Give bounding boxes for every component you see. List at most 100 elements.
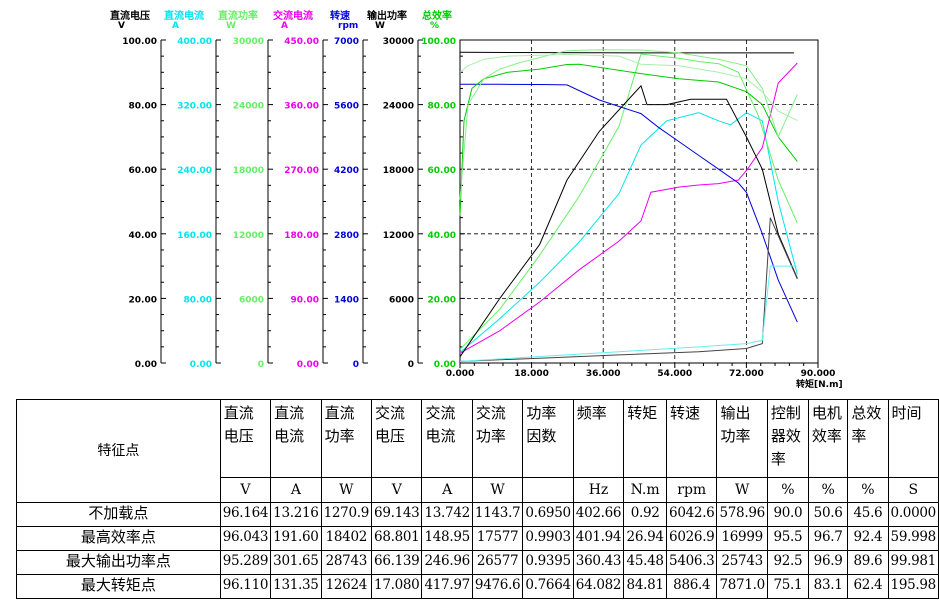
table-cell: 96.110: [219, 574, 272, 599]
table-cell: 45.48: [623, 550, 668, 575]
column-unit: S: [887, 477, 939, 503]
table-cell: 6026.9: [666, 526, 718, 551]
table-cell: 99.981: [887, 550, 939, 575]
x-axis-tick-label: 18.000: [514, 369, 549, 379]
table-row: 最大转矩点 96.110 131.35 12624 17.080 417.97 9476.6…: [16, 574, 939, 599]
column-unit: rpm: [666, 477, 718, 503]
axis-unit: A: [172, 21, 179, 31]
column-unit: [522, 477, 574, 503]
table-cell: 90.0: [766, 502, 809, 527]
axis-tick-label: 1400: [334, 295, 359, 305]
table-cell: 886.4: [666, 574, 718, 599]
table-cell: 95.5: [766, 526, 809, 551]
axis-name: 输出功率: [367, 9, 407, 22]
table-corner-label: 特征点: [16, 399, 221, 503]
axis-tick-label: 6000: [389, 295, 414, 305]
table-cell: 1270.9: [320, 502, 373, 527]
axis-tick-label: 0.00: [297, 360, 319, 370]
table-cell: 360.43: [572, 550, 625, 575]
table-cell: 75.1: [766, 574, 809, 599]
column-unit: N.m: [623, 477, 668, 503]
axis-unit: A: [281, 21, 288, 31]
axis-tick-label: 160.00: [177, 231, 212, 241]
plot-area: 0.000 18.000 36.000 54.000 72.000 90.000转矩[N.…: [446, 39, 843, 390]
axis-name: 直流功率: [218, 9, 258, 22]
table-cell: 401.94: [572, 526, 625, 551]
axis-tick-label: 80.00: [184, 295, 212, 305]
axis-tick-label: 18000: [383, 166, 414, 176]
chart-svg: 直流电压V100.0080.0060.0040.0020.000.00直流电流A…: [110, 9, 843, 390]
column-header: 频率: [572, 399, 625, 478]
table-cell: 5406.3: [666, 550, 718, 575]
axis-tick-label: 450.00: [284, 37, 319, 47]
x-axis-tick-label: 54.000: [657, 369, 692, 379]
series-line: [459, 84, 798, 358]
table-cell: 26.94: [623, 526, 668, 551]
chart-area: 直流电压 V 100.00 80.00 60.00 40.00 20.00 0.00 直流电流 A…: [110, 9, 843, 390]
table-row: 最高效率点 96.043 191.60 18402 68.801 148.95 17577 0…: [16, 526, 939, 551]
column-header: 交流电流: [421, 399, 473, 478]
axis-tick-label: 20.00: [428, 295, 456, 305]
table-cell: 64.082: [572, 574, 625, 599]
table-cell: 301.65: [270, 550, 322, 575]
table-cell: 0.7664: [522, 574, 574, 599]
column-unit: %: [847, 477, 889, 503]
table-cell: 17577: [471, 526, 524, 551]
table-cell: 6042.6: [666, 502, 718, 527]
x-axis-tick-label: 36.000: [586, 369, 621, 379]
column-header: 交流电压: [371, 399, 423, 478]
table-cell: 66.139: [371, 550, 423, 575]
table-cell: 96.043: [219, 526, 272, 551]
column-header: 交流功率: [471, 399, 524, 478]
table-cell: 95.289: [219, 550, 272, 575]
axis-tick-label: 12000: [233, 231, 264, 241]
series-line: [459, 265, 798, 362]
row-label: 最大转矩点: [16, 574, 221, 599]
axis-name: 交流电流: [273, 9, 313, 22]
table-cell: 16999: [716, 526, 768, 551]
value-axis: 总效率% 100.00 80.00 60.00 40.00 20.00 0.00: [421, 9, 465, 370]
series-line: [459, 53, 798, 121]
axis-unit: W: [375, 21, 385, 31]
axis-tick-label: 2800: [334, 231, 359, 241]
table-cell: 9476.6: [471, 574, 524, 599]
table-cell: 96.7: [807, 526, 849, 551]
table-cell: 191.60: [270, 526, 322, 551]
axis-unit: rpm: [338, 21, 358, 31]
table-cell: 17.080: [371, 574, 423, 599]
axis-tick-label: 0: [258, 360, 264, 370]
column-unit: W: [320, 477, 373, 503]
table-cell: 13.742: [421, 502, 473, 527]
column-header: 直流电流: [270, 399, 322, 478]
column-header: 控制器效率: [766, 399, 809, 478]
axis-tick-label: 20.00: [129, 295, 157, 305]
series-line: [459, 62, 798, 354]
table-cell: 0.92: [623, 502, 668, 527]
axis-name: 直流电流: [164, 9, 204, 22]
axis-tick-label: 0: [408, 360, 414, 370]
feature-point-table: 特征点 直流电压 直流电流 直流功率 交流电压 交流电流 交流功率 功率因数 频率 转矩 转速 输出…: [16, 399, 939, 599]
axis-tick-label: 180.00: [284, 231, 319, 241]
table-cell: 84.81: [623, 574, 668, 599]
x-axis-tick-label: 90.000: [801, 369, 836, 379]
axis-tick-label: 90.00: [291, 295, 319, 305]
table-cell: 50.6: [807, 502, 849, 527]
axis-name: 转速: [330, 9, 350, 22]
axis-tick-label: 0.00: [135, 360, 157, 370]
series-line: [459, 83, 798, 323]
column-unit: A: [421, 477, 473, 503]
table-cell: 45.6: [847, 502, 889, 527]
axis-tick-label: 80.00: [129, 102, 157, 112]
column-unit: W: [716, 477, 768, 503]
table-cell: 18402: [320, 526, 373, 551]
table-cell: 96.164: [219, 502, 272, 527]
column-header: 功率因数: [522, 399, 574, 478]
axis-tick-label: 100.00: [421, 37, 456, 47]
axis-tick-label: 30000: [233, 37, 264, 47]
table-cell: 62.4: [847, 574, 889, 599]
axis-tick-label: 4200: [334, 166, 359, 176]
